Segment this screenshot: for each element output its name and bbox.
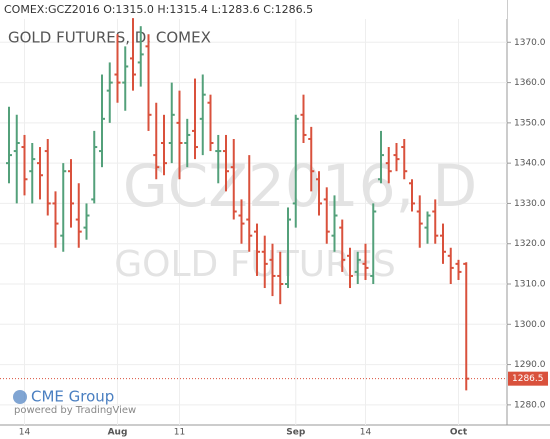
- y-tick-label: 1290.0: [514, 360, 546, 370]
- chart-title: GOLD FUTURES, D, COMEX: [8, 29, 211, 47]
- x-tick-label: 11: [174, 428, 185, 438]
- y-tick-label: 1280.0: [514, 400, 546, 410]
- last-price-label: 1286.5: [512, 374, 544, 384]
- header: COMEX:GCZ2016 O:1315.0 H:1315.4 L:1283.6…: [4, 3, 313, 16]
- x-tick-label: Aug: [108, 428, 128, 438]
- y-tick-label: 1330.0: [514, 199, 546, 209]
- last-price-box: [508, 371, 548, 386]
- header-bg: [0, 0, 507, 19]
- x-tick-label: Sep: [286, 428, 306, 438]
- watermark: GCZ2016, D: [123, 152, 477, 220]
- x-tick-label: 14: [360, 428, 372, 438]
- logo-subtitle: powered by TradingView: [14, 405, 136, 416]
- y-tick-label: 1320.0: [514, 239, 546, 249]
- x-tick-label: Oct: [450, 428, 468, 438]
- y-tick-label: 1350.0: [514, 118, 546, 128]
- y-tick-label: 1310.0: [514, 280, 546, 290]
- y-tick-label: 1370.0: [514, 38, 546, 48]
- logo: CME Group: [31, 388, 114, 406]
- x-tick-label: 14: [19, 428, 31, 438]
- y-tick-label: 1360.0: [514, 78, 546, 88]
- y-tick-label: 1340.0: [514, 159, 546, 169]
- watermark-subtitle: GOLD FUTURES: [114, 244, 395, 285]
- y-tick-label: 1300.0: [514, 320, 546, 330]
- logo-icon: [13, 390, 27, 404]
